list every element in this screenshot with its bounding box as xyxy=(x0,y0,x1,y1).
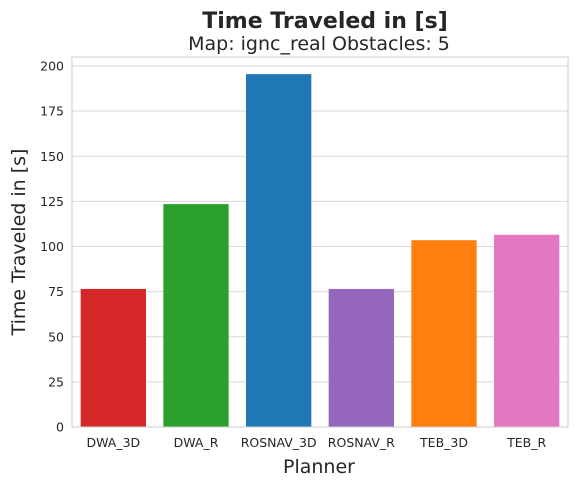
y-tick-label: 175 xyxy=(40,104,64,119)
chart-title: Time Traveled in [s] xyxy=(202,9,448,34)
bar-dwa-3d xyxy=(80,288,146,427)
chart-subtitle: Map: ignc_real Obstacles: 5 xyxy=(188,33,450,55)
y-tick-label: 100 xyxy=(40,239,64,254)
y-tick-label: 200 xyxy=(40,59,64,74)
x-tick-label: ROSNAV_R xyxy=(328,435,395,450)
bar-rosnav-3d xyxy=(246,74,312,428)
bar-teb-r xyxy=(494,234,560,427)
x-tick-label: DWA_R xyxy=(174,435,219,450)
y-tick-label: 25 xyxy=(48,374,64,389)
bar-dwa-r xyxy=(163,204,229,427)
x-axis-label: Planner xyxy=(283,456,355,478)
bar-rosnav-r xyxy=(328,288,394,427)
x-tick-label: TEB_3D xyxy=(419,435,468,450)
y-tick-label: 75 xyxy=(48,284,64,299)
y-tick-label: 125 xyxy=(40,194,64,209)
gridlines xyxy=(72,65,568,428)
x-tick-labels: DWA_3D DWA_R ROSNAV_3D ROSNAV_R TEB_3D TEB_R xyxy=(86,435,546,450)
x-tick-label: TEB_R xyxy=(506,435,546,450)
y-tick-label: 0 xyxy=(56,420,64,435)
bars xyxy=(80,74,560,428)
bar-teb-3d xyxy=(411,240,477,427)
plot-frame xyxy=(71,56,569,428)
y-tick-labels: 0 25 50 75 100 125 150 175 200 xyxy=(40,59,64,435)
x-tick-label: ROSNAV_3D xyxy=(241,435,317,450)
y-axis-label: Time Traveled in [s] xyxy=(8,149,30,337)
y-tick-label: 150 xyxy=(40,149,64,164)
x-tick-label: DWA_3D xyxy=(86,435,140,450)
y-tick-label: 50 xyxy=(48,329,64,344)
